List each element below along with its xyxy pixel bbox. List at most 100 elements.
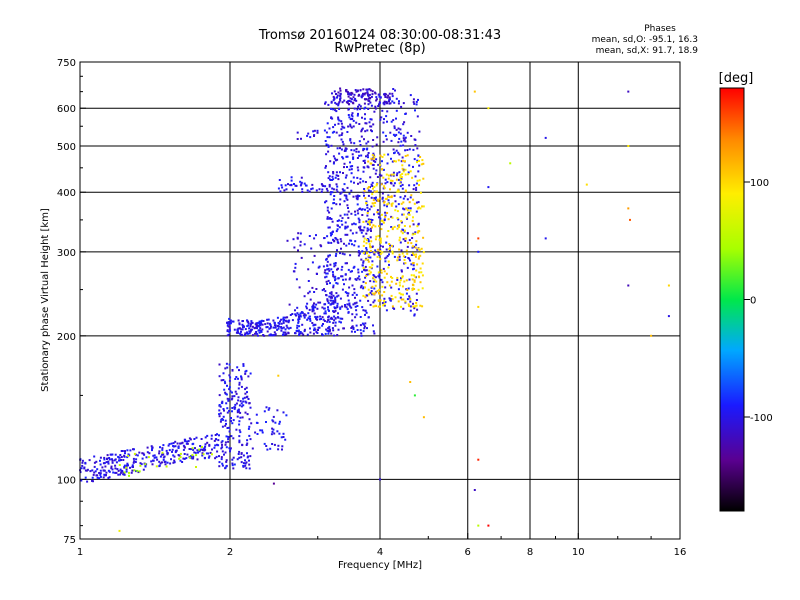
echo-point <box>329 263 332 266</box>
echo-point <box>240 402 243 405</box>
echo-point <box>366 154 369 157</box>
echo-point <box>323 271 326 274</box>
echo-point <box>343 242 345 245</box>
x-tick-label: 1 <box>77 547 83 558</box>
echo-point <box>477 250 480 253</box>
echo-point <box>370 118 373 121</box>
echo-point <box>335 188 338 191</box>
echo-point <box>408 201 411 204</box>
echo-point <box>414 231 417 234</box>
echo-point <box>226 427 229 429</box>
echo-point <box>403 225 406 227</box>
echo-point <box>228 388 231 391</box>
echo-point <box>417 230 420 232</box>
echo-point <box>349 97 352 100</box>
echo-point <box>383 297 386 300</box>
echo-point <box>161 448 164 451</box>
echo-point <box>389 179 392 182</box>
echo-point <box>402 134 405 137</box>
echo-point <box>401 252 404 255</box>
echo-point <box>174 445 177 448</box>
echo-point <box>102 469 105 472</box>
echo-point <box>276 328 279 331</box>
echo-point <box>336 220 339 222</box>
echo-point <box>332 162 335 165</box>
echo-point <box>399 128 402 131</box>
echo-point <box>333 262 336 265</box>
echo-point <box>401 187 404 190</box>
echo-point <box>297 318 300 321</box>
echo-point <box>385 100 388 103</box>
echo-point <box>147 456 150 459</box>
echo-point <box>167 444 170 447</box>
echo-point <box>179 456 182 459</box>
echo-point <box>409 300 412 303</box>
echo-point <box>125 464 128 467</box>
echo-point <box>284 438 287 441</box>
echo-point <box>366 327 368 330</box>
x-tick-label: 6 <box>465 547 471 558</box>
echo-point <box>298 286 301 289</box>
echo-point <box>373 278 376 281</box>
echo-point <box>334 123 336 126</box>
echo-point <box>301 323 304 326</box>
echo-point <box>363 327 366 330</box>
echo-point <box>150 445 153 448</box>
echo-point <box>246 452 248 455</box>
echo-point <box>81 459 84 462</box>
echo-point <box>386 255 389 257</box>
echo-point <box>327 316 330 319</box>
echo-point <box>366 223 369 226</box>
echo-point <box>326 272 329 275</box>
echo-point <box>317 301 320 304</box>
echo-point <box>283 189 286 192</box>
echo-point <box>364 130 367 133</box>
echo-point <box>399 296 402 299</box>
echo-point <box>249 406 252 409</box>
echo-point <box>390 226 393 228</box>
echo-point <box>326 329 329 332</box>
echo-point <box>402 170 405 173</box>
echo-point <box>355 231 358 234</box>
echo-point <box>330 116 333 119</box>
echo-point <box>382 131 385 134</box>
echo-point <box>337 241 340 244</box>
echo-point <box>216 443 218 446</box>
echo-point <box>350 141 353 144</box>
echo-point <box>105 461 108 464</box>
colorbar-label: [deg] <box>719 71 754 86</box>
echo-point <box>303 328 306 331</box>
echo-point <box>364 296 367 299</box>
echo-point <box>363 226 366 229</box>
echo-point <box>375 99 378 102</box>
echo-point <box>332 238 334 241</box>
echo-point <box>395 149 398 152</box>
echo-point <box>286 326 289 329</box>
echo-point <box>358 278 361 281</box>
echo-point <box>223 453 225 456</box>
echo-point <box>362 88 365 91</box>
echo-point <box>544 136 547 139</box>
echo-point <box>339 297 342 300</box>
echo-point <box>315 189 318 192</box>
echo-point <box>376 136 379 139</box>
echo-point <box>234 403 237 406</box>
echo-point <box>384 96 387 98</box>
echo-point <box>338 119 341 122</box>
echo-point <box>270 334 273 336</box>
echo-point <box>383 187 386 190</box>
echo-point <box>421 305 424 308</box>
echo-point <box>341 156 344 159</box>
echo-point <box>397 151 400 154</box>
echo-point <box>324 276 327 279</box>
echo-point <box>392 174 395 177</box>
echo-point <box>368 269 371 272</box>
echo-point <box>193 438 196 440</box>
echo-point <box>248 402 251 405</box>
echo-point <box>373 190 376 193</box>
echo-point <box>367 240 370 243</box>
echo-point <box>377 105 380 107</box>
echo-point <box>240 328 243 331</box>
echo-point <box>382 168 385 171</box>
echo-point <box>371 181 374 184</box>
